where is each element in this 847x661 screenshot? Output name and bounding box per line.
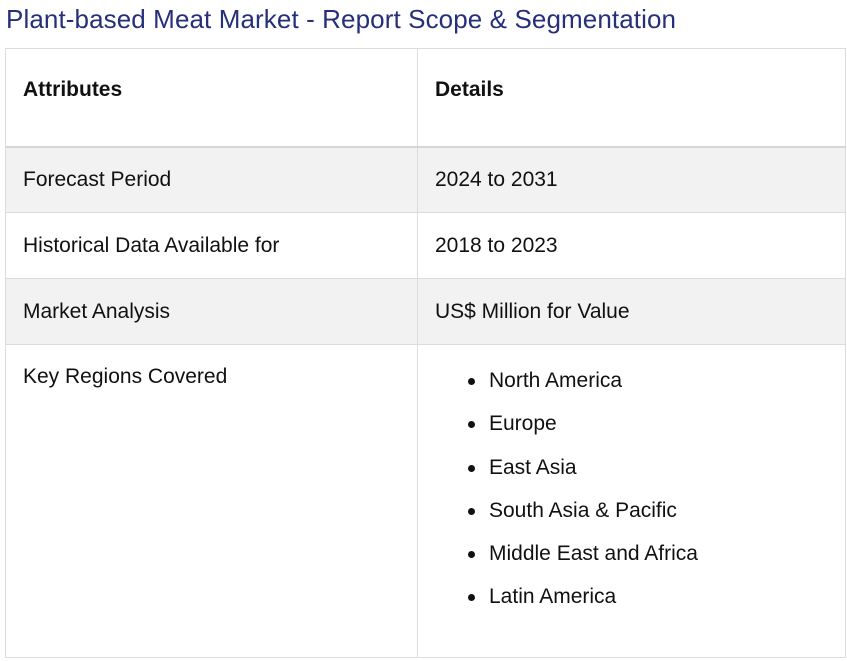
list-item: East Asia: [468, 454, 828, 497]
attribute-cell: Forecast Period: [5, 146, 418, 213]
list-item: Latin America: [468, 583, 828, 626]
list-item: Middle East and Africa: [468, 540, 828, 583]
detail-cell: US$ Million for Value: [417, 278, 846, 345]
detail-cell: 2018 to 2023: [417, 212, 846, 279]
table-row: Forecast Period 2024 to 2031: [5, 146, 846, 213]
table-row: Historical Data Available for 2018 to 20…: [5, 212, 846, 279]
attribute-cell: Historical Data Available for: [5, 212, 418, 279]
column-header-attributes: Attributes: [5, 48, 418, 148]
report-scope-table: Attributes Details Forecast Period 2024 …: [5, 48, 846, 658]
regions-list: North America Europe East Asia South Asi…: [435, 367, 828, 627]
attribute-cell: Market Analysis: [5, 278, 418, 345]
detail-cell: 2024 to 2031: [417, 146, 846, 213]
list-item: North America: [468, 367, 828, 410]
table-header-row: Attributes Details: [5, 48, 846, 148]
column-header-details: Details: [417, 48, 846, 148]
table-row: Key Regions Covered North America Europe…: [5, 344, 846, 658]
table-row: Market Analysis US$ Million for Value: [5, 278, 846, 345]
attribute-cell: Key Regions Covered: [5, 344, 418, 658]
list-item: Europe: [468, 410, 828, 453]
detail-cell: North America Europe East Asia South Asi…: [417, 344, 846, 658]
page-title: Plant-based Meat Market - Report Scope &…: [6, 4, 677, 34]
list-item: South Asia & Pacific: [468, 497, 828, 540]
